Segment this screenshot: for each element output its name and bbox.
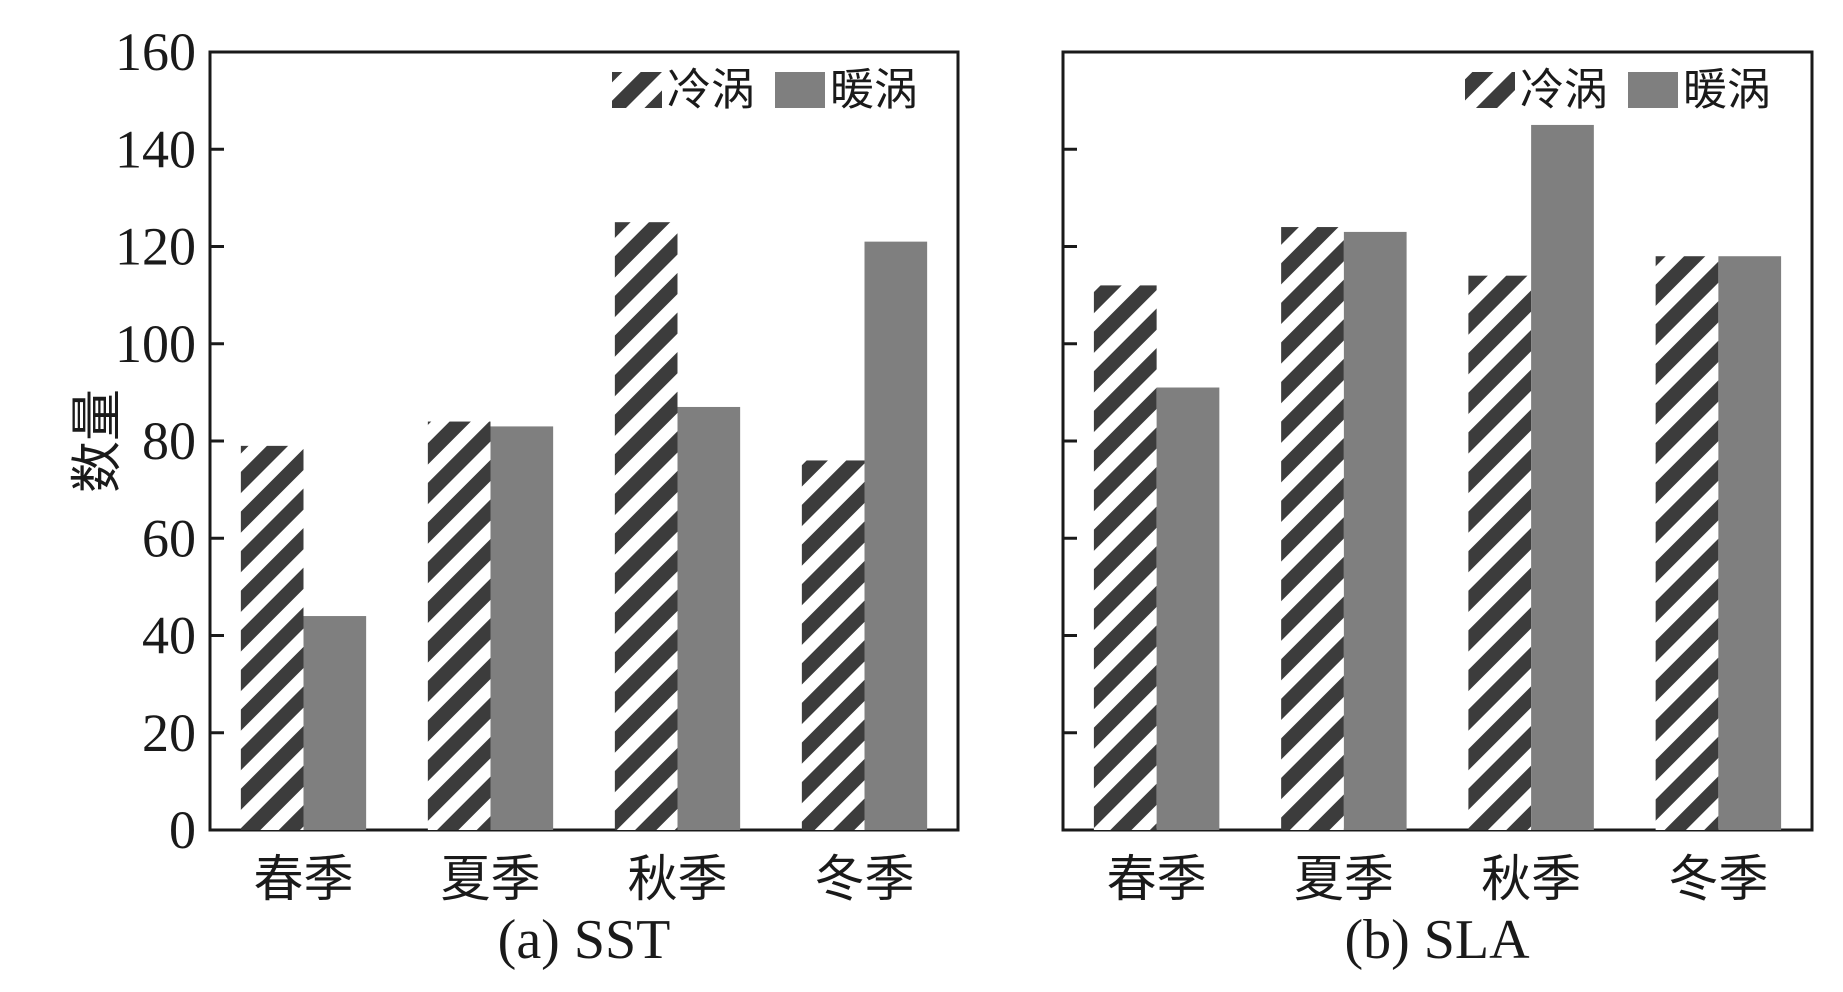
bar-cold-eddy <box>427 421 491 830</box>
legend: 冷涡 暖涡 <box>1465 65 1771 116</box>
panel-caption: (b) SLA <box>1344 909 1530 971</box>
bar-cold-eddy <box>801 460 865 830</box>
bar-warm-eddy <box>677 406 741 830</box>
x-tick-label: 夏季 <box>1294 850 1394 908</box>
bar-warm-eddy <box>1343 231 1407 831</box>
bar-warm-eddy <box>864 241 928 830</box>
x-tick-label: 春季 <box>1107 850 1207 908</box>
y-tick-label: 140 <box>115 119 196 179</box>
legend-label-cold: 冷涡 <box>1520 65 1608 116</box>
legend-label-warm: 暖涡 <box>1683 65 1771 116</box>
y-tick-label: 80 <box>142 411 196 471</box>
bars <box>1093 124 1782 831</box>
legend: 冷涡 暖涡 <box>612 65 918 116</box>
bar-cold-eddy <box>1468 275 1532 830</box>
x-tick-label: 夏季 <box>441 850 541 908</box>
legend-swatch-warm <box>775 72 825 108</box>
y-tick-label: 160 <box>115 22 196 82</box>
x-tick-label: 秋季 <box>628 850 728 908</box>
bar-warm-eddy <box>1531 124 1594 830</box>
bar-cold-eddy <box>1281 227 1344 831</box>
x-tick-label: 春季 <box>254 850 354 908</box>
y-axis-ticks: 0 20 40 60 80 100 120 140 160 <box>115 22 224 860</box>
x-tick-label: 冬季 <box>815 850 915 908</box>
x-axis-tick-labels: 春季 夏季 秋季 冬季 <box>1107 850 1769 908</box>
y-tick-label: 20 <box>142 703 196 763</box>
y-axis-ticks <box>1063 50 1077 832</box>
bar-cold-eddy <box>240 445 304 830</box>
y-axis-label: 数量 <box>68 389 128 493</box>
legend-label-warm: 暖涡 <box>830 65 918 116</box>
x-tick-label: 冬季 <box>1668 850 1768 908</box>
x-axis-tick-labels: 春季 夏季 秋季 冬季 <box>254 850 915 908</box>
y-tick-label: 0 <box>169 800 196 860</box>
bars <box>240 222 928 830</box>
bar-warm-eddy <box>1156 387 1220 830</box>
bar-warm-eddy <box>490 426 554 830</box>
panel-caption: (a) SST <box>498 909 671 971</box>
bar-warm-eddy <box>1718 256 1782 831</box>
legend-label-cold: 冷涡 <box>667 65 755 116</box>
bar-cold-eddy <box>614 222 678 830</box>
chart-panel-sla: 春季 夏季 秋季 冬季 冷涡 暖涡 (b) SLA <box>1061 50 1814 971</box>
legend-swatch-cold <box>612 72 662 108</box>
y-tick-label: 40 <box>142 606 196 666</box>
bar-cold-eddy <box>1655 256 1719 831</box>
x-tick-label: 秋季 <box>1481 850 1581 908</box>
y-tick-label: 60 <box>142 508 196 568</box>
bar-cold-eddy <box>1093 285 1157 830</box>
legend-swatch-cold <box>1465 72 1515 108</box>
bar-warm-eddy <box>303 616 367 830</box>
y-tick-label: 120 <box>115 217 196 277</box>
legend-swatch-warm <box>1628 72 1678 108</box>
y-tick-label: 100 <box>115 314 196 374</box>
